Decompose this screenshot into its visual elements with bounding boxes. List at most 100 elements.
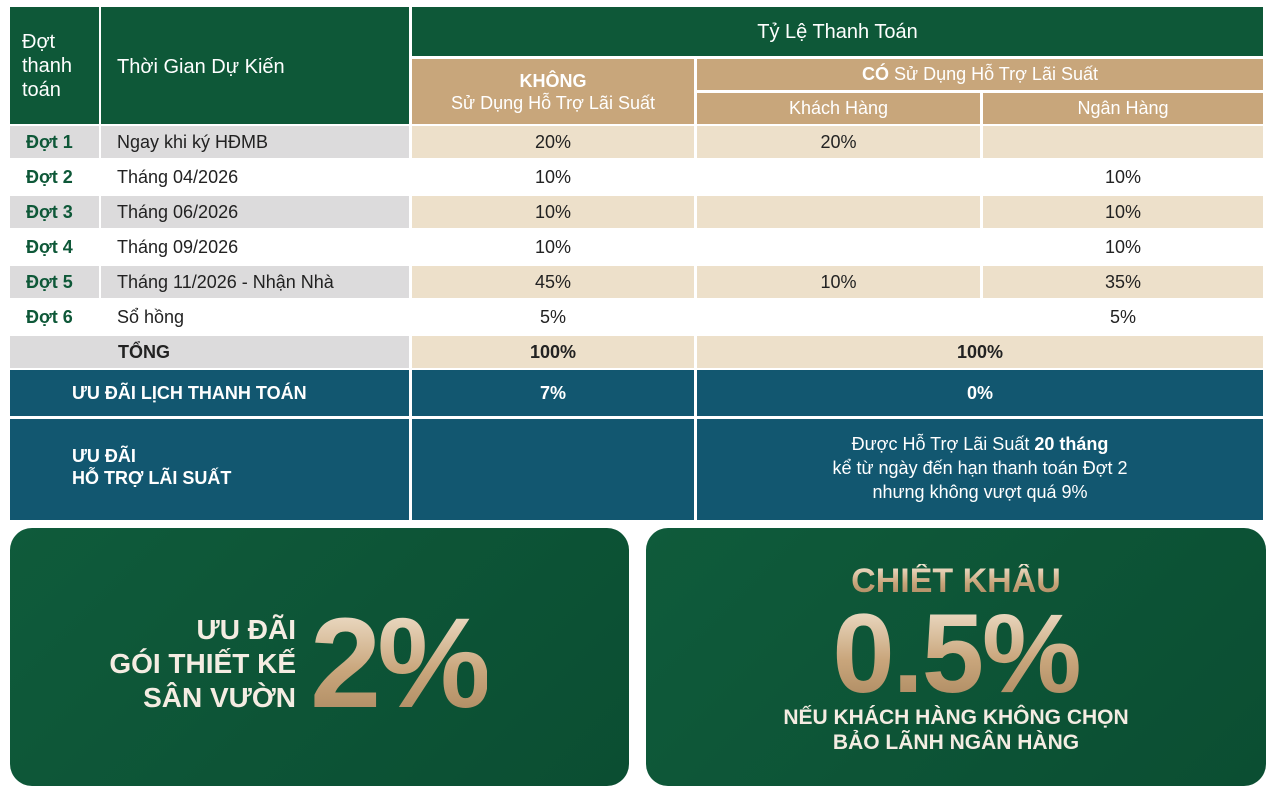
row-khong-cell: 10% (412, 161, 694, 193)
header-dot-line1: Đợt (22, 30, 56, 53)
total-khong-value: 100% (529, 341, 577, 362)
row-khach-cell (697, 301, 980, 333)
schedule-incentive-khong-value: 7% (539, 382, 566, 403)
discount-banner-line2: BẢO LÃNH NGÂN HÀNG (832, 731, 1080, 754)
row-time-label: Tháng 06/2026 (117, 201, 239, 222)
header-dot-cell: Đợt thanh toán (10, 7, 99, 124)
row-ngan-value: 10% (1104, 236, 1142, 257)
schedule-incentive-co-cell: 0% (697, 370, 1263, 416)
row-ngan-value: 10% (1104, 201, 1142, 222)
discount-banner: CHIẾT KHẤU 0.5% NẾU KHÁCH HÀNG KHÔNG CHỌ… (646, 528, 1266, 786)
header-khach-hang-label: Khách Hàng (788, 98, 889, 118)
garden-banner-line1: ƯU ĐÃI (196, 614, 296, 645)
header-khach-hang-cell: Khách Hàng (697, 93, 980, 124)
header-dot-line3: toán (22, 78, 61, 101)
interest-support-co-cell: Được Hỗ Trợ Lãi Suất 20 tháng kể từ ngày… (697, 419, 1263, 520)
schedule-incentive-khong-cell: 7% (412, 370, 694, 416)
row-ngan-cell: 35% (983, 266, 1263, 298)
row-dot-label: Đợt 6 (26, 306, 73, 327)
garden-banner-line3: SÂN VƯỜN (143, 682, 296, 713)
header-ngan-hang-cell: Ngân Hàng (983, 93, 1263, 124)
row-ngan-value: 5% (1109, 306, 1136, 327)
row-khach-cell: 20% (697, 126, 980, 158)
row-time-cell: Tháng 11/2026 - Nhận Nhà (101, 266, 409, 298)
row-ngan-cell: 5% (983, 301, 1263, 333)
row-time-cell: Ngay khi ký HĐMB (101, 126, 409, 158)
garden-banner-percent: 2% (310, 592, 491, 735)
row-khach-cell: 10% (697, 266, 980, 298)
row-time-cell: Tháng 06/2026 (101, 196, 409, 228)
row-time-label: Tháng 09/2026 (117, 236, 239, 257)
interest-support-label-line2: HỖ TRỢ LÃI SUẤT (72, 467, 232, 488)
row-khong-value: 10% (534, 201, 572, 222)
schedule-incentive-co-value: 0% (966, 382, 993, 403)
row-dot-cell: Đợt 2 (10, 161, 99, 193)
row-khach-value: 20% (820, 131, 857, 152)
discount-banner-line1: NẾU KHÁCH HÀNG KHÔNG CHỌN (783, 706, 1129, 729)
header-co-cell: CÓ Sử Dụng Hỗ Trợ Lãi Suất (697, 59, 1263, 90)
row-ngan-value: 35% (1104, 271, 1142, 292)
row-time-label: Tháng 11/2026 - Nhận Nhà (117, 271, 334, 292)
row-khach-cell (697, 196, 980, 228)
row-khong-cell: 10% (412, 196, 694, 228)
row-time-label: Ngay khi ký HĐMB (117, 131, 269, 152)
header-co-bold: CÓ (862, 64, 890, 84)
row-dot-label: Đợt 3 (26, 201, 73, 222)
interest-support-text-pre: Được Hỗ Trợ Lãi Suất (851, 433, 1035, 454)
header-ngan-hang-label: Ngân Hàng (1077, 98, 1169, 118)
row-dot-label: Đợt 1 (26, 131, 73, 152)
header-khong-sub: Sử Dụng Hỗ Trợ Lãi Suất (451, 92, 655, 113)
schedule-incentive-label: ƯU ĐÃI LỊCH THANH TOÁN (72, 382, 307, 403)
row-khong-value: 45% (534, 271, 572, 292)
total-label: TỔNG (118, 341, 170, 362)
row-dot-label: Đợt 2 (26, 166, 73, 187)
row-time-label: Sổ hồng (117, 306, 185, 327)
row-dot-label: Đợt 4 (26, 236, 73, 257)
row-time-cell: Tháng 09/2026 (101, 231, 409, 263)
row-ngan-cell: 10% (983, 161, 1263, 193)
row-khong-cell: 10% (412, 231, 694, 263)
interest-support-khong-cell (412, 419, 694, 520)
row-khong-cell: 20% (412, 126, 694, 158)
header-rate-label: Tỷ Lệ Thanh Toán (757, 20, 918, 43)
total-co-cell: 100% (697, 336, 1263, 368)
row-dot-cell: Đợt 5 (10, 266, 99, 298)
row-dot-label: Đợt 5 (26, 271, 73, 292)
row-time-cell: Tháng 04/2026 (101, 161, 409, 193)
row-khong-value: 10% (534, 166, 572, 187)
row-dot-cell: Đợt 6 (10, 301, 99, 333)
row-khach-value: 10% (820, 271, 857, 292)
row-khong-value: 10% (534, 236, 572, 257)
row-ngan-cell: 10% (983, 231, 1263, 263)
garden-design-banner: ƯU ĐÃI GÓI THIẾT KẾ SÂN VƯỜN 2% (10, 528, 629, 786)
header-rate-cell: Tỷ Lệ Thanh Toán (412, 7, 1263, 56)
header-khong-cell: KHÔNG Sử Dụng Hỗ Trợ Lãi Suất (412, 59, 694, 124)
row-khong-cell: 45% (412, 266, 694, 298)
row-ngan-cell: 10% (983, 196, 1263, 228)
discount-banner-percent: 0.5% (646, 598, 1266, 710)
schedule-incentive-label-cell: ƯU ĐÃI LỊCH THANH TOÁN (10, 370, 409, 416)
total-label-cell: TỔNG (10, 336, 409, 368)
row-khach-cell (697, 161, 980, 193)
row-khong-value: 5% (539, 306, 566, 327)
row-khong-cell: 5% (412, 301, 694, 333)
row-ngan-cell (983, 126, 1263, 158)
total-khong-cell: 100% (412, 336, 694, 368)
header-dot-line2: thanh (22, 54, 73, 77)
total-co-value: 100% (956, 341, 1004, 362)
interest-support-label-line1: ƯU ĐÃI (72, 445, 136, 466)
row-khach-cell (697, 231, 980, 263)
interest-support-text-line2: kể từ ngày đến hạn thanh toán Đợt 2 (832, 457, 1128, 478)
row-khong-value: 20% (534, 131, 572, 152)
discount-banner-title: CHIẾT KHẤU (646, 564, 1266, 598)
header-co-sub: Sử Dụng Hỗ Trợ Lãi Suất (894, 64, 1098, 84)
row-dot-cell: Đợt 4 (10, 231, 99, 263)
interest-support-label-cell: ƯU ĐÃI HỖ TRỢ LÃI SUẤT (10, 419, 409, 520)
row-dot-cell: Đợt 3 (10, 196, 99, 228)
row-time-cell: Sổ hồng (101, 301, 409, 333)
row-ngan-value: 10% (1104, 166, 1142, 187)
interest-support-text-line3: nhưng không vượt quá 9% (872, 481, 1088, 502)
header-time-label: Thời Gian Dự Kiến (117, 56, 285, 78)
header-time-cell: Thời Gian Dự Kiến (101, 7, 409, 124)
interest-support-text-bold: 20 tháng (1034, 433, 1109, 454)
